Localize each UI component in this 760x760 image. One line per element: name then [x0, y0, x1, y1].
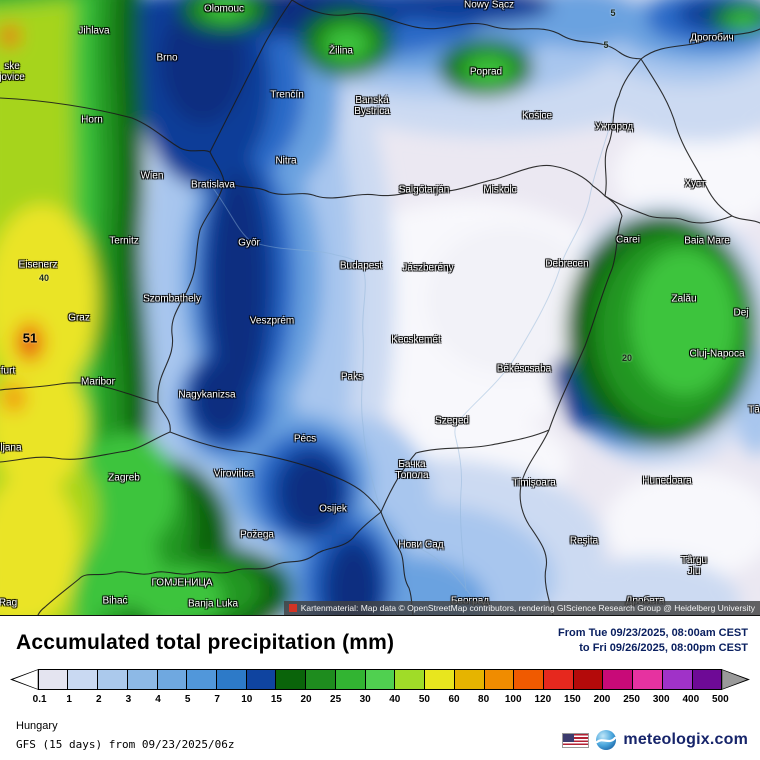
scale-cell	[186, 669, 218, 690]
scale-cell	[216, 669, 247, 690]
scale-tick-label: 250	[623, 694, 640, 705]
scale-tick-label: 5	[184, 694, 191, 705]
scale-tick-label: 60	[448, 694, 460, 705]
scale-cell	[572, 669, 604, 690]
precipitation-map[interactable]: Olomouc Nowy Sącz Jihlava Brno Žilina Poprad Д…	[0, 0, 760, 615]
scale-tick-label: 400	[682, 694, 700, 705]
scale-tick-label: 500	[712, 694, 729, 705]
scale-tick-label: 50	[418, 694, 430, 705]
scale-cell	[691, 669, 723, 690]
rivers	[212, 95, 620, 608]
scale-cell	[602, 669, 634, 690]
color-scale-labels: 0.1 1 2 3 4 5 7 10 15 20 25 30 40 50 60 80 100 120 150 200 2…	[10, 694, 750, 707]
us-flag-icon	[562, 732, 590, 748]
scale-cell	[156, 669, 188, 690]
scale-tick-label: 25	[330, 694, 342, 705]
scale-cell	[334, 669, 366, 690]
legend-title: Accumulated total precipitation (mm)	[16, 631, 395, 654]
attribution-text: Kartenmaterial: Map data © OpenStreetMap…	[300, 603, 755, 613]
scale-tick-label: 3	[125, 694, 132, 705]
period-from: From Tue 09/23/2025, 08:00am CEST	[558, 627, 748, 639]
scale-tick-label: 4	[155, 694, 161, 705]
region-label: Hungary	[16, 720, 58, 732]
scale-cell	[542, 669, 574, 690]
scale-cell	[632, 669, 663, 690]
scale-cell	[721, 669, 750, 690]
scale-tick-label: 100	[504, 694, 522, 705]
period-to: to Fri 09/26/2025, 08:00pm CEST	[579, 642, 748, 654]
scale-cell	[483, 669, 515, 690]
scale-cell	[97, 669, 128, 690]
flag-canton	[563, 733, 575, 742]
scale-tick-label: 200	[593, 694, 611, 705]
scale-cell	[424, 669, 455, 690]
scale-tick-label: 10	[241, 694, 253, 705]
scale-tick-label: 120	[534, 694, 552, 705]
scale-cell	[453, 669, 485, 690]
scale-tick-label: 40	[389, 694, 401, 705]
scale-cell	[661, 669, 693, 690]
scale-cell	[513, 669, 544, 690]
brand-logo[interactable]: meteologix.com	[562, 729, 748, 751]
precipitation-field	[0, 0, 760, 615]
scale-cell	[245, 669, 277, 690]
brand-name: meteologix.com	[623, 731, 748, 748]
color-scale-bar	[10, 669, 750, 690]
scale-tick-label: 2	[96, 694, 102, 705]
scale-tick-label: 1	[66, 694, 72, 705]
scale-cell	[275, 669, 307, 690]
scale-tick-label: 15	[270, 694, 282, 705]
scale-cell	[126, 669, 158, 690]
attribution-logo-icon	[288, 604, 297, 612]
scale-tick-label: 80	[478, 694, 490, 705]
scale-tick-label: 20	[300, 694, 312, 705]
scale-cell	[305, 669, 336, 690]
scale-tick-label: 300	[652, 694, 670, 705]
model-info: GFS (15 days) from 09/23/2025/06z	[16, 738, 235, 751]
scale-tick-label: 30	[359, 694, 371, 705]
scale-cell	[10, 669, 39, 690]
scale-cell	[37, 669, 69, 690]
legend-panel: Accumulated total precipitation (mm) Fro…	[0, 615, 760, 760]
country-borders	[0, 0, 760, 615]
map-attribution[interactable]: Kartenmaterial: Map data © OpenStreetMap…	[283, 601, 760, 615]
scale-cell	[394, 669, 426, 690]
precipitation-blobs	[0, 0, 760, 615]
forecast-period: From Tue 09/23/2025, 08:00am CEST to Fri…	[558, 626, 748, 656]
scale-cell	[364, 669, 396, 690]
scale-tick-label: 150	[564, 694, 581, 705]
meteologix-globe-icon	[596, 730, 617, 750]
scale-cell	[67, 669, 99, 690]
scale-tick-label: 7	[214, 694, 220, 705]
scale-tick-label: 0.1	[32, 694, 47, 705]
